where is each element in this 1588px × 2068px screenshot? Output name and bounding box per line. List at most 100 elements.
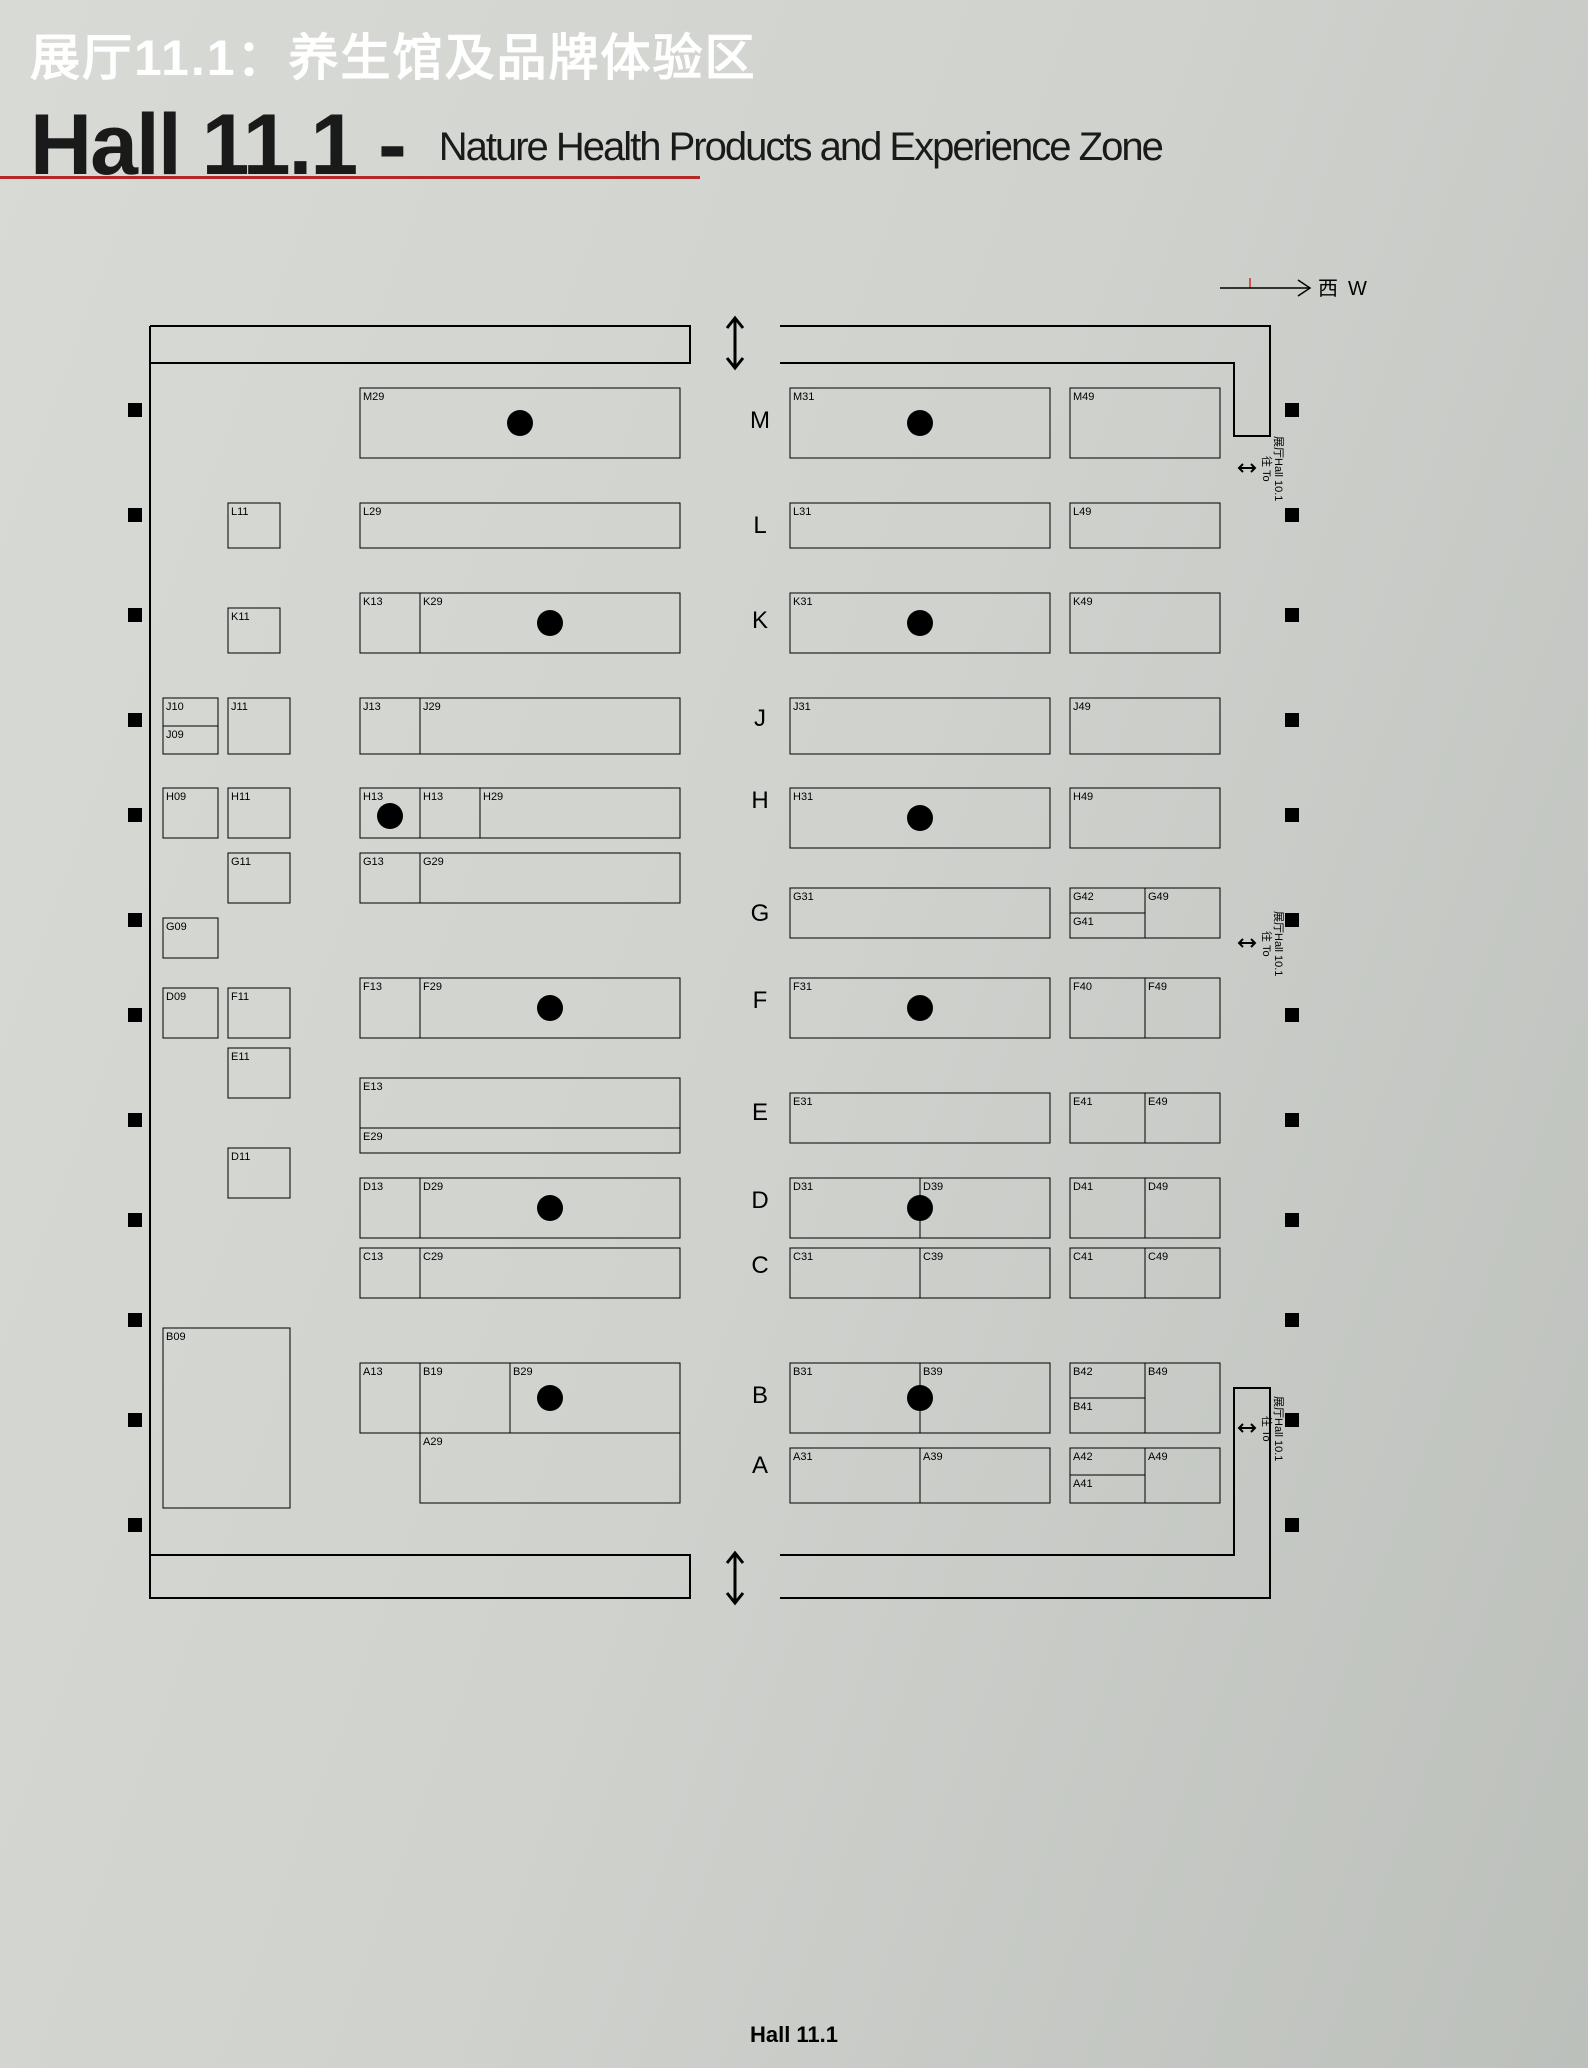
column-dot bbox=[907, 610, 933, 636]
booth-d49: D49 bbox=[1145, 1178, 1220, 1238]
booth-label: H49 bbox=[1073, 791, 1093, 803]
title-chinese: 展厅11.1：养生馆及品牌体验区 bbox=[30, 18, 1162, 90]
booth-label: G29 bbox=[423, 856, 444, 868]
booth-g41: G41 bbox=[1070, 913, 1145, 938]
booth-k13: K13 bbox=[360, 593, 420, 653]
booth-label: B29 bbox=[513, 1366, 533, 1378]
booth-e11: E11 bbox=[228, 1048, 290, 1098]
booth-l31: L31 bbox=[790, 503, 1050, 548]
to-hall-sign: 往 To展厅Hall 10.1 bbox=[1239, 911, 1285, 976]
booth-label: A49 bbox=[1148, 1451, 1168, 1463]
booth-label: C39 bbox=[923, 1251, 943, 1263]
compass-w-cn: 西 bbox=[1318, 278, 1338, 300]
booth-b42: B42 bbox=[1070, 1363, 1145, 1398]
booth-h09: H09 bbox=[163, 788, 218, 838]
column-dot bbox=[537, 1385, 563, 1411]
booth-label: A13 bbox=[363, 1366, 383, 1378]
pillar bbox=[128, 1313, 142, 1327]
booth-label: H31 bbox=[793, 791, 813, 803]
hall-outline-tr bbox=[780, 326, 1270, 436]
compass: 南 S 西 W bbox=[1220, 278, 1367, 300]
booth-k11: K11 bbox=[228, 608, 280, 653]
to-sign-text1: 往 To bbox=[1260, 931, 1274, 957]
booth-label: C29 bbox=[423, 1251, 443, 1263]
booth-label: D49 bbox=[1148, 1181, 1168, 1193]
booth-label: B41 bbox=[1073, 1401, 1093, 1413]
booth-a49: A49 bbox=[1145, 1448, 1220, 1503]
booth-label: D29 bbox=[423, 1181, 443, 1193]
booth-d09: D09 bbox=[163, 988, 218, 1038]
booth-h29: H29 bbox=[480, 788, 680, 838]
booth-g11: G11 bbox=[228, 853, 290, 903]
title-underline bbox=[0, 176, 700, 179]
booth-label: B49 bbox=[1148, 1366, 1168, 1378]
booth-label: B39 bbox=[923, 1366, 943, 1378]
booth-label: D13 bbox=[363, 1181, 383, 1193]
booth-k31: K31 bbox=[790, 593, 1050, 653]
booth-j10: J10 bbox=[163, 698, 218, 726]
row-label-e: E bbox=[752, 1099, 768, 1126]
booth-label: F49 bbox=[1148, 981, 1167, 993]
to-sign-text2: 展厅Hall 10.1 bbox=[1272, 911, 1285, 976]
pillars-left bbox=[128, 403, 142, 1532]
booth-label: B19 bbox=[423, 1366, 443, 1378]
pillar bbox=[128, 1113, 142, 1127]
booth-b09: B09 bbox=[163, 1328, 290, 1508]
to-hall-signs: 往 To展厅Hall 10.1往 To展厅Hall 10.1往 To展厅Hall… bbox=[1239, 436, 1285, 1461]
pillar bbox=[1285, 713, 1299, 727]
booth-g29: G29 bbox=[420, 853, 680, 903]
booth-label: J13 bbox=[363, 701, 381, 713]
booth-label: F13 bbox=[363, 981, 382, 993]
booth-label: L11 bbox=[231, 506, 249, 518]
booth-c41: C41 bbox=[1070, 1248, 1145, 1298]
title-en-sub: Nature Health Products and Experience Zo… bbox=[439, 125, 1162, 169]
column-dot bbox=[907, 410, 933, 436]
booth-k49: K49 bbox=[1070, 593, 1220, 653]
booth-e49: E49 bbox=[1145, 1093, 1220, 1143]
booth-j49: J49 bbox=[1070, 698, 1220, 754]
to-sign-text1: 往 To bbox=[1260, 1416, 1274, 1442]
booth-label: H13 bbox=[423, 791, 443, 803]
booth-f29: F29 bbox=[420, 978, 680, 1038]
row-labels: MLKJHGFEDCBA bbox=[750, 407, 770, 1479]
booth-label: L49 bbox=[1073, 506, 1091, 518]
booth-d41: D41 bbox=[1070, 1178, 1145, 1238]
pillar bbox=[128, 403, 142, 417]
column-dot bbox=[537, 1195, 563, 1221]
compass-w-en: W bbox=[1348, 278, 1367, 300]
booth-b29: B29 bbox=[510, 1363, 680, 1433]
booth-label: L29 bbox=[363, 506, 381, 518]
booth-c13: C13 bbox=[360, 1248, 420, 1298]
footer-label: Hall 11.1 bbox=[0, 2022, 1588, 2048]
booth-b39: B39 bbox=[920, 1363, 1050, 1433]
booth-label: B31 bbox=[793, 1366, 813, 1378]
booth-label: A29 bbox=[423, 1436, 443, 1448]
pillar bbox=[128, 1518, 142, 1532]
booth-a29: A29 bbox=[420, 1385, 680, 1503]
booth-f49: F49 bbox=[1145, 978, 1220, 1038]
booth-label: J31 bbox=[793, 701, 811, 713]
column-dot bbox=[907, 805, 933, 831]
booth-label: M31 bbox=[793, 391, 814, 403]
booth-b41: B41 bbox=[1070, 1398, 1145, 1433]
booth-label: H29 bbox=[483, 791, 503, 803]
booth-label: H13 bbox=[363, 791, 383, 803]
booth-label: A42 bbox=[1073, 1451, 1093, 1463]
booth-j11: J11 bbox=[228, 698, 290, 754]
booth-e29: E29 bbox=[360, 1128, 680, 1153]
pillar bbox=[128, 1413, 142, 1427]
booth-j29: J29 bbox=[420, 698, 680, 754]
booth-j31: J31 bbox=[790, 698, 1050, 754]
pillar bbox=[1285, 608, 1299, 622]
booth-c49: C49 bbox=[1145, 1248, 1220, 1298]
to-sign-text2: 展厅Hall 10.1 bbox=[1272, 436, 1285, 501]
booth-label: A39 bbox=[923, 1451, 943, 1463]
booth-c29: C29 bbox=[420, 1248, 680, 1298]
row-label-h: H bbox=[751, 787, 768, 814]
booth-label: D09 bbox=[166, 991, 186, 1003]
aisle-arrow-bottom bbox=[727, 1553, 743, 1603]
booth-label: D41 bbox=[1073, 1181, 1093, 1193]
booth-f31: F31 bbox=[790, 978, 1050, 1038]
row-label-b: B bbox=[752, 1382, 768, 1409]
booths: M29M31M49L11L29L31L49K11K13K29K31K49J10J… bbox=[163, 388, 1220, 1508]
